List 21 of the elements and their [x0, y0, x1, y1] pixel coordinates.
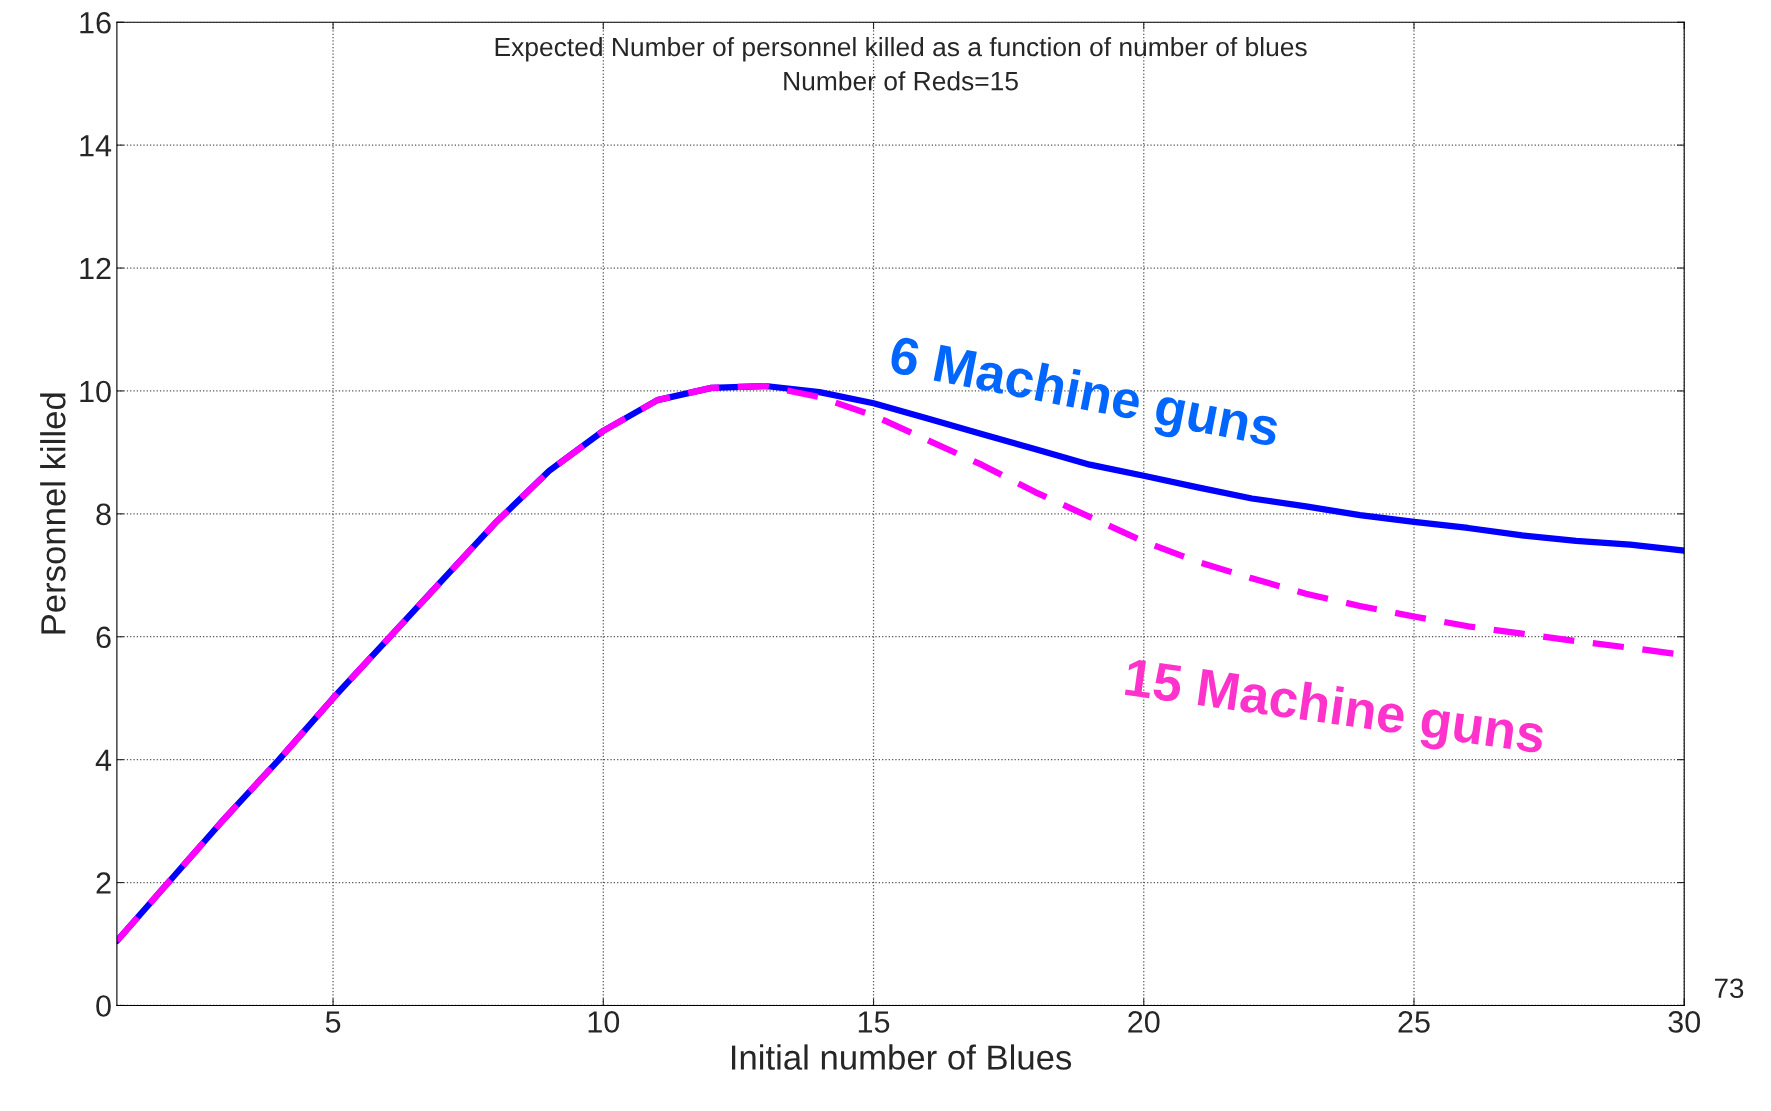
y-tick-label: 2	[96, 872, 111, 894]
y-tick-label: 16	[80, 11, 111, 34]
x-tick-label: 15	[858, 1011, 890, 1033]
text: 15 Machine guns	[1123, 656, 1546, 765]
y-tick-label: 0	[96, 995, 111, 1017]
x-tick-label: 20	[1128, 1011, 1160, 1033]
x-tick-label: 25	[1398, 1011, 1430, 1033]
text: Expected Number of personnel killed as a function of number of blues Number of Reds=15	[495, 36, 1307, 91]
y-axis-title: Personnel killed	[40, 393, 66, 634]
y-tick-label: 10	[80, 380, 111, 403]
text: 6 Machine guns	[886, 334, 1281, 458]
y-tick-label: 8	[96, 503, 111, 526]
y-tick-label: 14	[80, 135, 112, 157]
x-tick-label: 5	[325, 1011, 341, 1033]
x-axis-title: Initial number of Blues	[732, 1044, 1072, 1070]
x-tick-label: 30	[1668, 1011, 1701, 1033]
text: 73	[1714, 978, 1744, 999]
y-tick-label: 6	[96, 626, 111, 649]
y-tick-label: 12	[80, 257, 111, 280]
y-tick-label: 4	[95, 749, 112, 771]
x-tick-label: 10	[588, 1011, 620, 1033]
